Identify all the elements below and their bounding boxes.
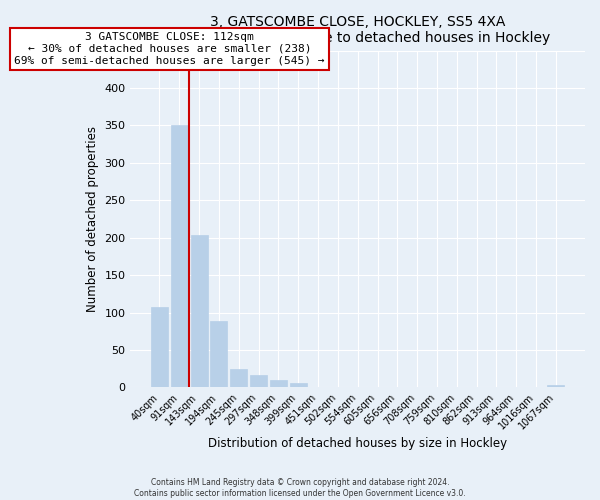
Bar	[230, 370, 247, 388]
Bar	[270, 380, 287, 388]
Text: 3 GATSCOMBE CLOSE: 112sqm
← 30% of detached houses are smaller (238)
69% of semi: 3 GATSCOMBE CLOSE: 112sqm ← 30% of detac…	[14, 32, 325, 66]
Bar	[171, 126, 188, 388]
Bar	[547, 385, 565, 388]
Bar	[290, 383, 307, 388]
Y-axis label: Number of detached properties: Number of detached properties	[86, 126, 99, 312]
Bar	[191, 236, 208, 388]
Text: Contains HM Land Registry data © Crown copyright and database right 2024.
Contai: Contains HM Land Registry data © Crown c…	[134, 478, 466, 498]
Bar	[151, 306, 168, 388]
Bar	[211, 321, 227, 388]
Title: 3, GATSCOMBE CLOSE, HOCKLEY, SS5 4XA
Size of property relative to detached house: 3, GATSCOMBE CLOSE, HOCKLEY, SS5 4XA Siz…	[165, 15, 550, 45]
Bar	[250, 376, 267, 388]
X-axis label: Distribution of detached houses by size in Hockley: Distribution of detached houses by size …	[208, 437, 507, 450]
